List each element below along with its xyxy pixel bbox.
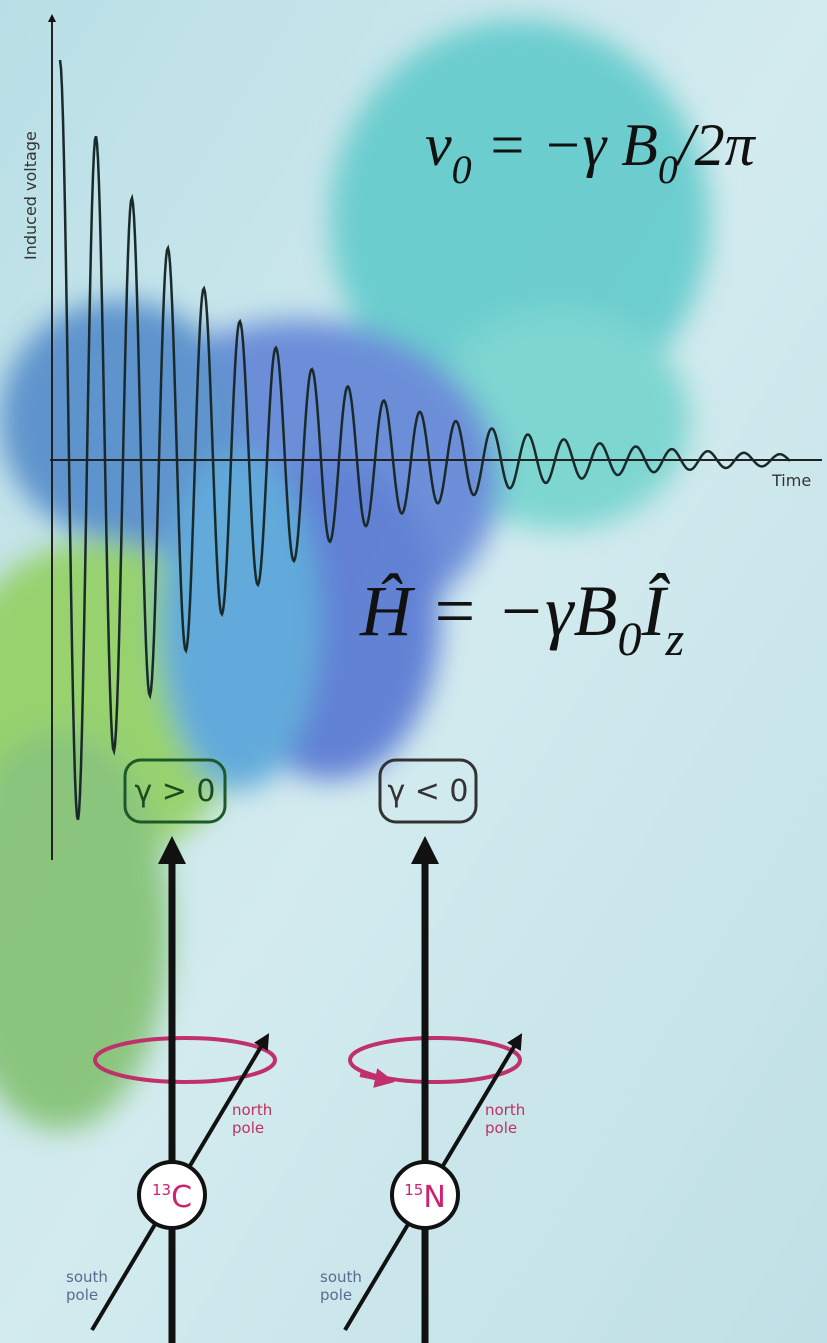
fid-curve <box>58 59 791 821</box>
nucleus <box>390 1160 460 1230</box>
pole-label: north <box>232 1101 272 1119</box>
fid-signal <box>58 59 791 821</box>
equation: ν0 = −γ B0/2π <box>425 112 757 192</box>
equation: Ĥ = −γB0Îz <box>359 571 685 666</box>
pole-label: pole <box>320 1286 352 1304</box>
eq-part: ν <box>425 112 452 178</box>
nucleus-label: 15N <box>404 1180 446 1215</box>
precession-arrow <box>359 1068 395 1088</box>
eq-part: = −γ B <box>472 112 658 178</box>
pole-label: pole <box>232 1119 264 1137</box>
precession <box>348 1036 522 1084</box>
condition: γ > 0 <box>134 774 215 809</box>
mass: 13 <box>152 1181 171 1199</box>
condition: γ < 0 <box>387 774 468 809</box>
symbol: C <box>171 1180 192 1215</box>
nucleus <box>137 1160 207 1230</box>
pole-label: south <box>66 1268 108 1286</box>
eq-sub: z <box>665 613 685 666</box>
eq-sub: 0 <box>452 147 472 192</box>
pole-label: pole <box>485 1119 517 1137</box>
eq-part: /2π <box>675 112 757 178</box>
x-axis-label: Time <box>771 471 811 490</box>
protein-surface <box>0 20 710 1130</box>
spin-15n: 15N north pole south pole <box>320 836 525 1343</box>
eq-sub: 0 <box>618 613 642 666</box>
mass: 15 <box>404 1181 423 1199</box>
pole-label: north <box>485 1101 525 1119</box>
condition-box <box>378 758 478 824</box>
pole-label: south <box>320 1268 362 1286</box>
precession <box>93 1036 277 1084</box>
eq-sub: 0 <box>658 147 678 192</box>
nucleus-label: 13C <box>152 1180 192 1215</box>
eq-part: Ĥ <box>359 571 416 651</box>
y-axis-label: Induced voltage <box>21 131 40 260</box>
symbol: N <box>423 1180 445 1215</box>
spin-13c: 13C north pole south pole <box>66 836 277 1343</box>
eq-part: = −γB <box>412 571 618 651</box>
condition-box <box>123 758 227 824</box>
pole-label: pole <box>66 1286 98 1304</box>
